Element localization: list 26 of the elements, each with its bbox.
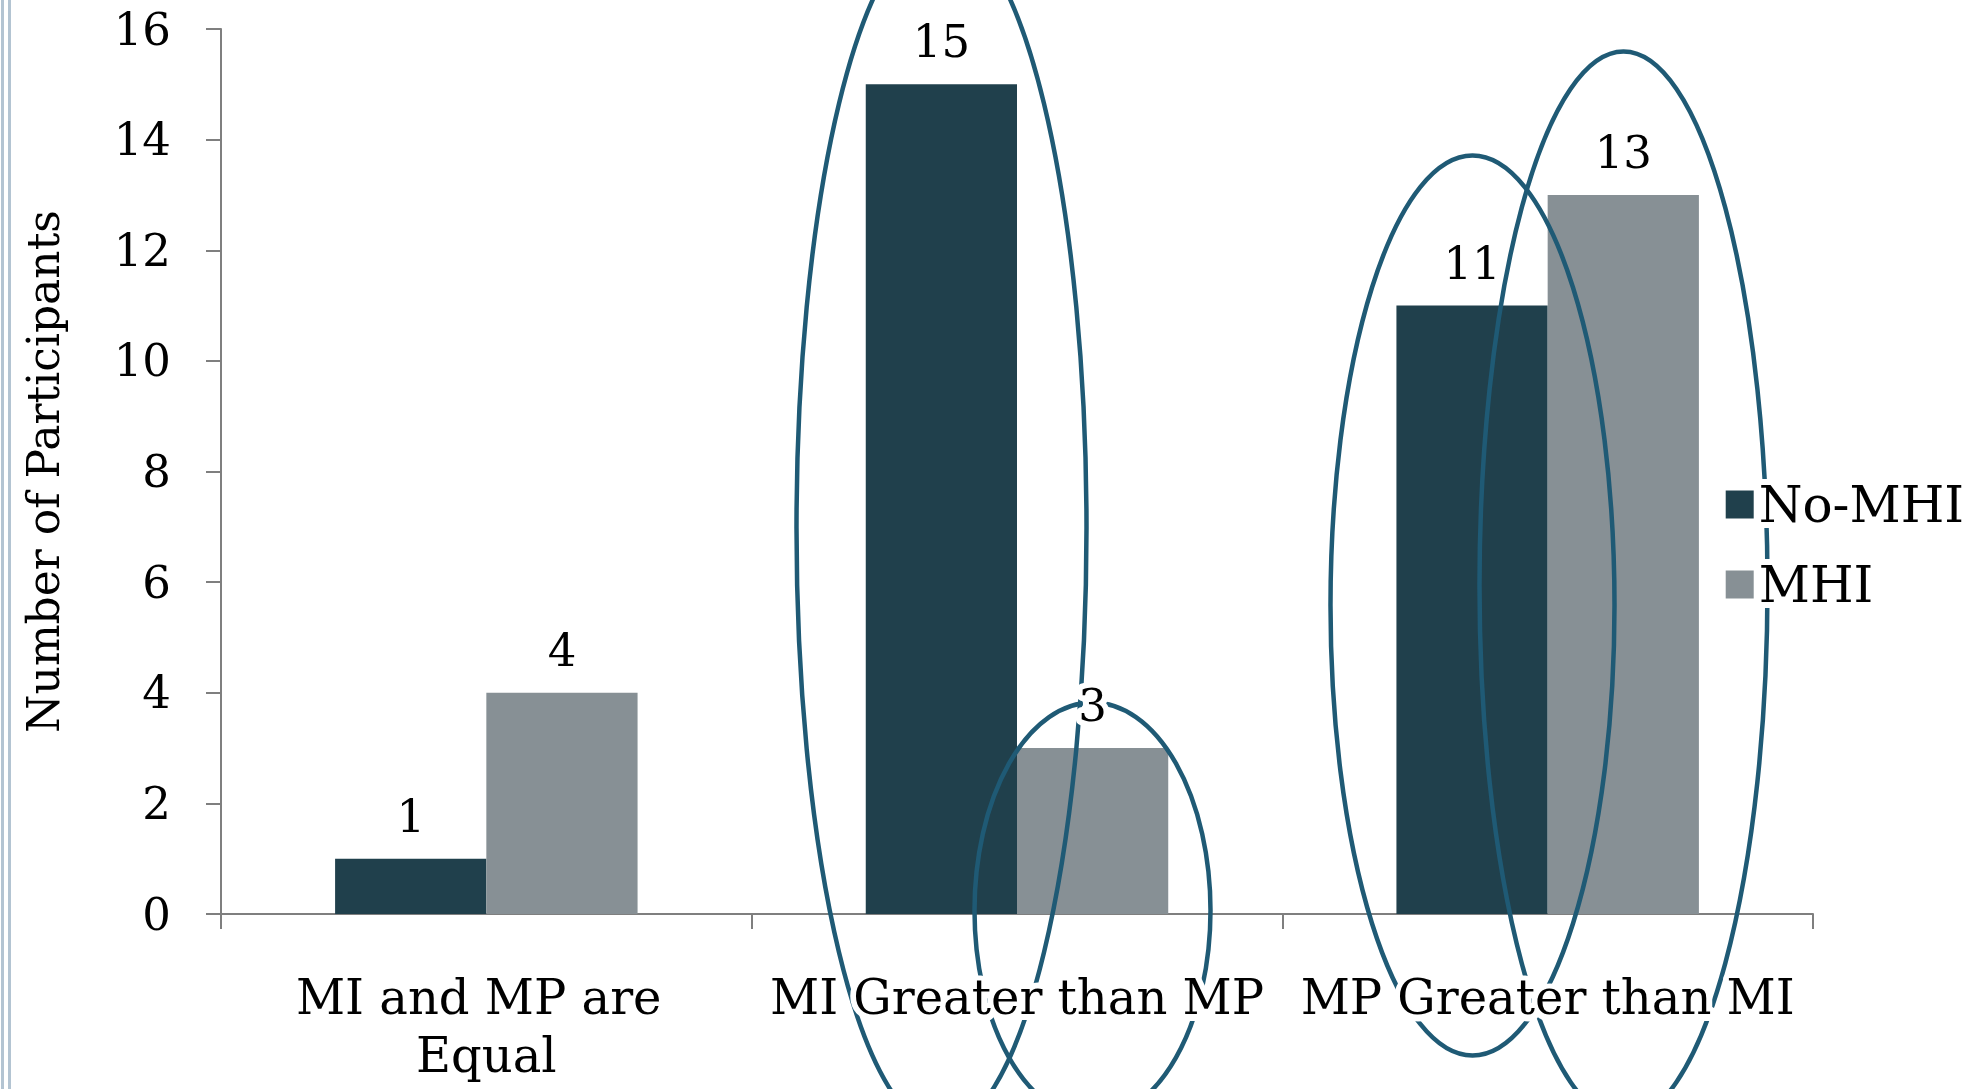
y-tick-label: 14 [113, 113, 171, 167]
bar [486, 692, 638, 914]
x-tick-label: MP Greater than MI [1300, 969, 1795, 1025]
y-axis-title: Number of Participants [17, 210, 69, 733]
bar [1396, 305, 1548, 914]
legend-label: MHI [1758, 555, 1874, 614]
y-tick-label: 6 [142, 555, 171, 609]
data-label: 1 [396, 789, 426, 843]
data-label: 15 [912, 15, 971, 69]
y-tick-label: 12 [113, 223, 171, 277]
data-label: 13 [1594, 125, 1652, 179]
y-tick-label: 8 [142, 445, 171, 498]
data-label: 11 [1443, 236, 1501, 290]
y-tick-label: 10 [113, 334, 171, 388]
bar [1017, 748, 1169, 914]
y-tick-label: 16 [113, 2, 171, 56]
y-tick-label: 0 [142, 887, 171, 941]
data-label: 4 [547, 623, 577, 677]
bar [335, 858, 487, 914]
data-label: 3 [1078, 679, 1107, 733]
bar [865, 84, 1017, 914]
y-tick-label: 4 [142, 666, 171, 720]
legend-label: No-MHI [1758, 475, 1965, 534]
y-tick-label: 2 [142, 776, 171, 830]
x-tick-label: MI Greater than MP [769, 969, 1265, 1025]
x-tick-label: MI and MP are Equal [295, 969, 677, 1083]
